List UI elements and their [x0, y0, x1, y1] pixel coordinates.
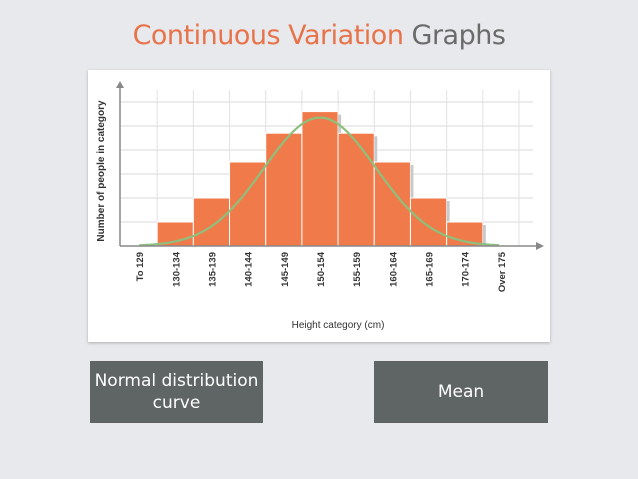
chart-card: To 129 130-134 135-139 140-144 145-149 150-15…: [88, 70, 550, 342]
tick-label: 165-169: [425, 252, 436, 287]
tick-label: To 129: [135, 252, 146, 281]
tick-label: 140-144: [244, 251, 255, 287]
callout-normal-curve: Normal distribution curve: [90, 361, 263, 423]
bar-shadow: [482, 225, 486, 246]
y-axis-arrow: [116, 81, 124, 88]
bars: [156, 111, 486, 247]
title-part-1: Continuous Variation: [132, 20, 404, 51]
x-axis-arrow: [536, 242, 544, 250]
tick-label: 130-134: [171, 251, 182, 287]
tick-label: Over 175: [497, 251, 508, 292]
bar: [192, 197, 231, 247]
tick-label: 160-164: [388, 251, 399, 287]
axes: [116, 81, 544, 250]
bar: [409, 197, 448, 247]
title-part-2: Graphs: [411, 20, 506, 51]
tick-labels: To 129 130-134 135-139 140-144 145-149 150-15…: [135, 251, 508, 292]
tick-label: 145-149: [280, 252, 291, 287]
histogram-chart: To 129 130-134 135-139 140-144 145-149 150-15…: [96, 81, 544, 331]
tick-label: 135-139: [207, 252, 218, 287]
callout-mean: Mean: [374, 361, 548, 423]
bar: [301, 111, 339, 247]
x-axis-label: Height category (cm): [292, 320, 385, 331]
bar: [265, 132, 303, 247]
slide-title: Continuous Variation Graphs: [0, 20, 638, 51]
y-axis-label: Number of people in category: [96, 100, 107, 242]
bar: [337, 132, 375, 247]
tick-label: 150-154: [316, 251, 327, 287]
tick-label: 155-159: [352, 252, 363, 287]
normal-curve: [139, 116, 500, 247]
tick-label: 170-174: [461, 251, 472, 287]
